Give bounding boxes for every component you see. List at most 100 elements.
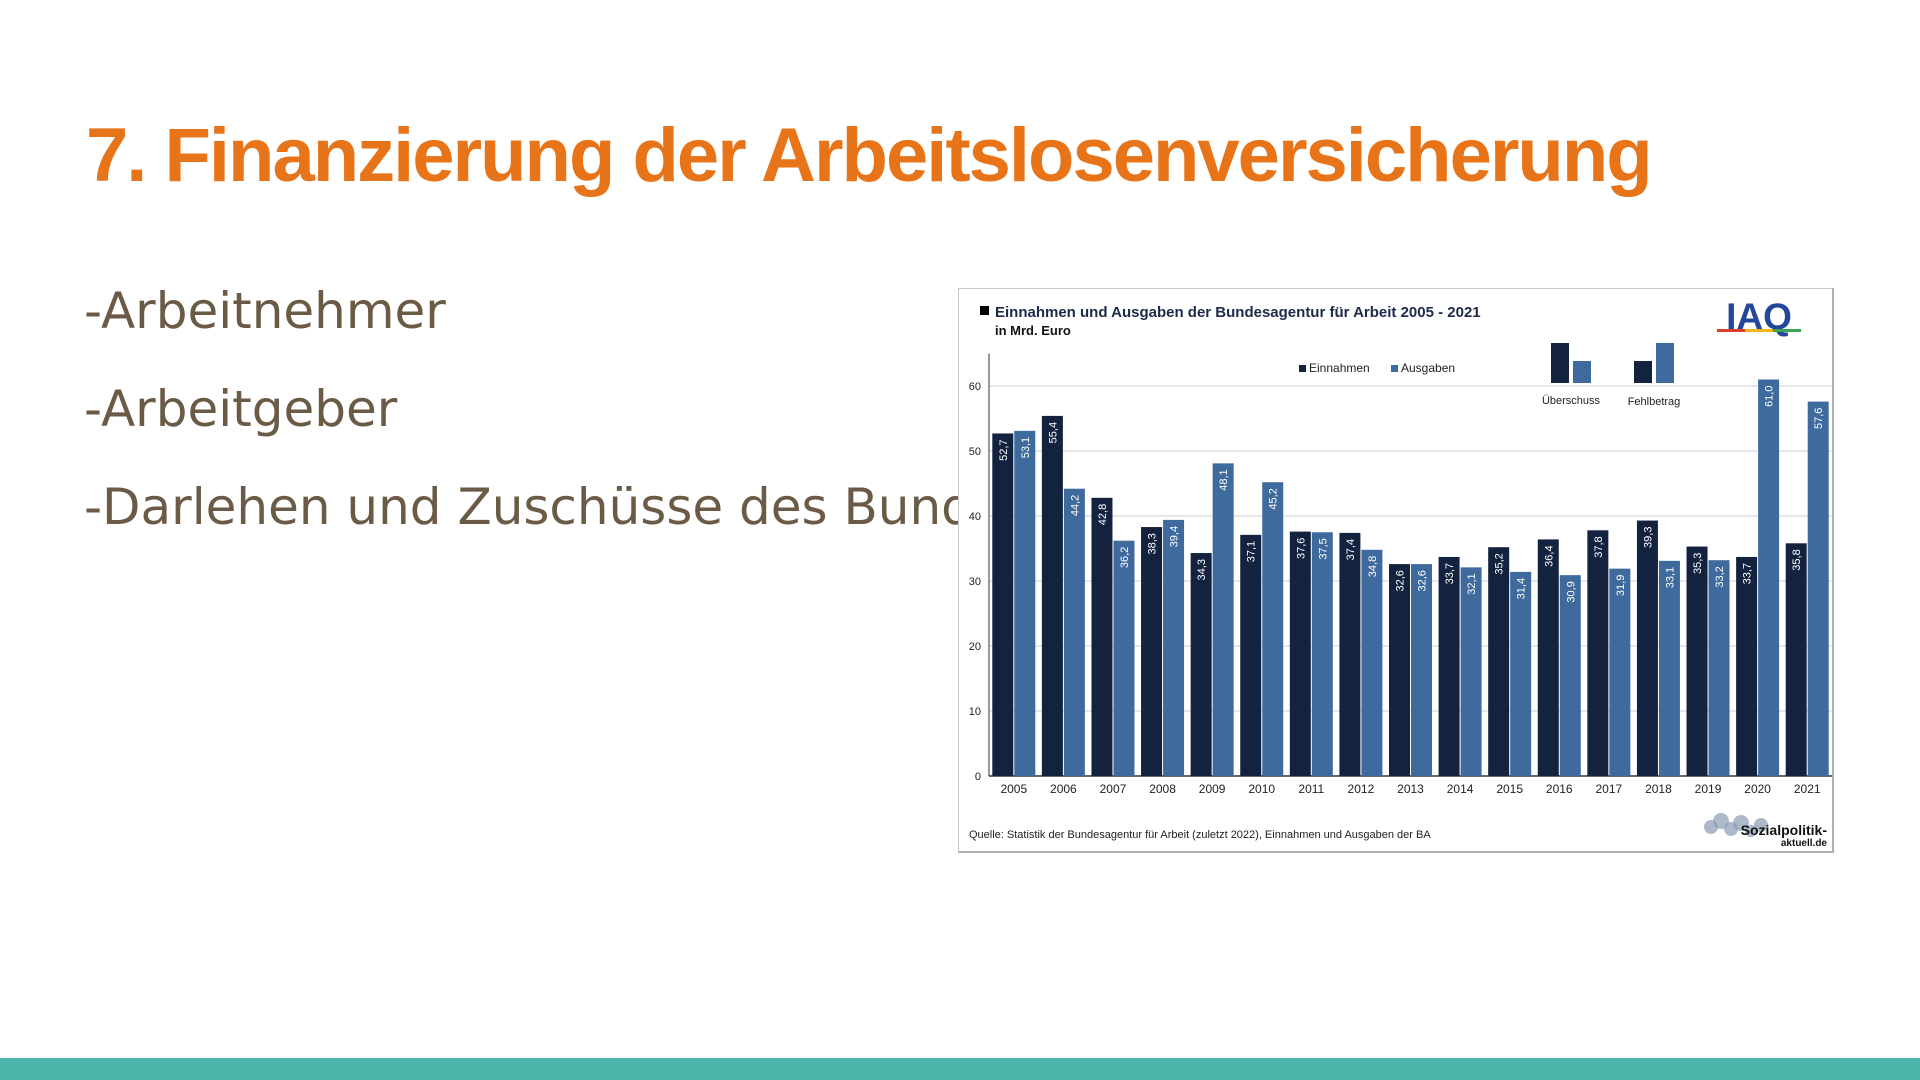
bar-value-label: 61,0 [1764,386,1776,407]
bar-ausgaben [1708,560,1730,776]
bar-einnahmen [1736,556,1758,776]
bar-einnahmen [1686,546,1708,776]
x-tick-label: 2019 [1695,782,1722,796]
x-tick-label: 2008 [1149,782,1176,796]
bar-ausgaben [1807,401,1829,776]
bar-einnahmen [1141,527,1163,776]
chart-subtitle: in Mrd. Euro [995,323,1071,338]
surplus-key-label: Überschuss [1542,395,1601,407]
x-tick-label: 2011 [1298,782,1324,796]
bar-value-label: 32,6 [1395,570,1407,591]
bar-value-label: 48,1 [1218,469,1230,490]
bullet-item: -Arbeitgeber [84,380,398,438]
deficit-key-income-bar [1634,361,1652,383]
bar-value-label: 37,1 [1246,541,1258,562]
bar-ausgaben [1411,564,1432,776]
bar-value-label: 42,8 [1097,504,1109,525]
bar-value-label: 57,6 [1813,408,1825,429]
bar-ausgaben [1212,463,1234,776]
bar-value-label: 34,8 [1367,556,1379,577]
y-tick-label: 20 [969,641,981,653]
deficit-key-label: Fehlbetrag [1628,396,1681,408]
bar-einnahmen [1636,520,1658,776]
bar-einnahmen [992,433,1014,776]
bar-chart: Einnahmen und Ausgaben der Bundesagentur… [969,296,1832,849]
y-tick-label: 40 [969,511,981,523]
bar-value-label: 33,1 [1664,567,1676,588]
bar-ausgaben [1758,379,1780,776]
bar-value-label: 31,4 [1516,578,1528,599]
bar-value-label: 33,7 [1742,563,1754,584]
x-tick-label: 2020 [1744,782,1771,796]
footer-accent-bar [0,1058,1920,1080]
bullet-item: -Darlehen und Zuschüsse des Bundes [84,478,1030,536]
logo-figure [1745,825,1757,837]
iaq-logo-stripe [1773,329,1801,332]
bar-einnahmen [1041,415,1063,776]
x-tick-label: 2013 [1397,782,1424,796]
bar-einnahmen [1587,530,1609,776]
surplus-key-expense-bar [1573,361,1591,383]
bar-ausgaben [1014,430,1036,776]
bar-einnahmen [1389,564,1410,776]
bullet-list: -Arbeitnehmer -Arbeitgeber -Darlehen und… [84,280,1030,574]
bar-value-label: 38,3 [1147,533,1159,554]
bar-value-label: 39,4 [1169,526,1181,547]
y-tick-label: 10 [969,706,981,718]
bar-einnahmen [1438,556,1460,776]
bullet-item: -Arbeitnehmer [84,282,446,340]
bar-value-label: 35,2 [1494,553,1506,574]
x-tick-label: 2018 [1645,782,1672,796]
legend-swatch-ausgaben [1391,365,1398,372]
bar-ausgaben [1311,532,1333,776]
bar-einnahmen [1240,534,1262,776]
bar-value-label: 37,6 [1295,538,1307,559]
x-tick-label: 2017 [1596,782,1623,796]
bar-value-label: 36,2 [1119,547,1131,568]
bar-value-label: 44,2 [1069,495,1081,516]
bar-ausgaben [1510,571,1532,776]
bar-value-label: 52,7 [998,439,1010,460]
bar-value-label: 55,4 [1047,422,1059,443]
logo-figure [1733,815,1749,831]
bar-einnahmen [1537,539,1559,776]
bar-ausgaben [1361,549,1383,776]
bar-value-label: 53,1 [1020,437,1032,458]
logo-figure [1754,818,1768,832]
x-tick-label: 2005 [1000,782,1027,796]
bar-ausgaben [1609,568,1631,776]
source-note: Quelle: Statistik der Bundesagentur für … [969,829,1431,841]
bar-ausgaben [1658,560,1680,776]
x-tick-label: 2021 [1794,782,1821,796]
x-tick-label: 2010 [1248,782,1275,796]
bar-value-label: 34,3 [1196,559,1208,580]
bar-value-label: 35,3 [1692,553,1704,574]
x-tick-label: 2006 [1050,782,1077,796]
bar-value-label: 32,6 [1417,570,1429,591]
bar-value-label: 33,2 [1714,566,1726,587]
chart-title: Einnahmen und Ausgaben der Bundesagentur… [995,304,1481,321]
x-tick-label: 2009 [1199,782,1226,796]
iaq-logo-stripe [1717,329,1745,332]
sozialpolitik-logo-line1: Sozialpolitik- [1741,822,1828,838]
bar-value-label: 45,2 [1268,488,1280,509]
x-tick-label: 2012 [1348,782,1375,796]
bar-ausgaben [1113,540,1135,776]
bar-ausgaben [1559,575,1581,776]
x-tick-label: 2014 [1447,782,1474,796]
bar-value-label: 37,5 [1317,538,1329,559]
bar-einnahmen [1785,543,1807,776]
bar-ausgaben [1163,519,1185,776]
legend-label-ausgaben: Ausgaben [1401,361,1455,375]
y-tick-label: 60 [969,381,981,393]
bar-einnahmen [1190,553,1212,776]
title-marker [980,306,989,315]
bar-einnahmen [1339,532,1361,776]
y-tick-label: 50 [969,446,981,458]
surplus-key-income-bar [1551,343,1569,383]
bar-value-label: 37,4 [1345,539,1357,560]
bar-einnahmen [1289,531,1311,776]
legend-label-einnahmen: Einnahmen [1309,361,1370,375]
x-tick-label: 2016 [1546,782,1573,796]
deficit-key-expense-bar [1656,343,1674,383]
